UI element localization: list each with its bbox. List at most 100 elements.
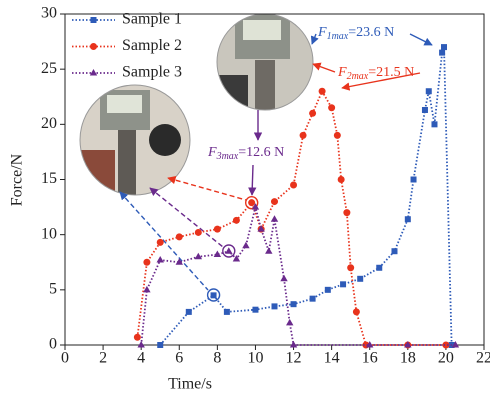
marker xyxy=(404,341,412,348)
marker xyxy=(270,215,279,222)
marker xyxy=(157,342,164,348)
marker xyxy=(290,181,298,189)
marker xyxy=(210,292,217,299)
series xyxy=(157,44,455,348)
series xyxy=(137,203,460,348)
marker xyxy=(251,203,260,210)
marker xyxy=(252,306,259,313)
photo-left xyxy=(80,85,190,195)
marker xyxy=(439,49,446,56)
marker xyxy=(137,341,145,348)
x-tick-label: 10 xyxy=(247,350,263,367)
marker xyxy=(366,341,374,348)
annotation-text: =12.6 N xyxy=(238,145,284,160)
marker xyxy=(194,252,203,260)
marker xyxy=(223,308,230,315)
annotation: F1max=23.6 N xyxy=(317,25,394,42)
marker xyxy=(257,225,265,232)
marker xyxy=(451,341,460,348)
legend-label: Sample 1 xyxy=(122,11,182,28)
marker xyxy=(232,254,241,262)
x-tick-label: 12 xyxy=(286,350,302,367)
legend-marker xyxy=(90,17,97,23)
x-tick-label: 22 xyxy=(476,350,490,367)
marker xyxy=(143,285,151,293)
marker xyxy=(175,233,183,241)
marker xyxy=(404,216,411,223)
marker xyxy=(376,264,383,271)
marker xyxy=(280,274,288,282)
x-tick-label: 2 xyxy=(99,350,107,367)
marker xyxy=(328,104,336,112)
marker xyxy=(213,250,222,258)
photo-border xyxy=(79,84,191,196)
marker xyxy=(318,87,326,95)
y-tick-label: 5 xyxy=(49,281,57,298)
marker xyxy=(357,275,364,282)
x-tick-label: 18 xyxy=(400,350,416,367)
marker xyxy=(425,88,432,95)
marker xyxy=(185,308,192,315)
annotation-text: =21.5 N xyxy=(368,65,414,80)
annotation-subscript: 2max xyxy=(347,71,369,82)
annotation: F2max=21.5 N xyxy=(337,65,414,82)
annotation-subscript: 1max xyxy=(327,31,349,42)
marker xyxy=(271,303,278,310)
x-tick-label: 0 xyxy=(61,350,69,367)
y-tick-label: 30 xyxy=(41,5,57,22)
x-tick-label: 16 xyxy=(362,350,378,367)
marker xyxy=(421,106,428,113)
annotation-subscript: 3max xyxy=(216,151,239,162)
series-line xyxy=(140,206,456,346)
x-tick-label: 4 xyxy=(137,350,145,367)
marker xyxy=(431,121,438,128)
marker xyxy=(156,238,164,246)
y-tick-label: 10 xyxy=(41,225,57,242)
marker xyxy=(337,176,345,183)
marker xyxy=(175,258,183,265)
marker xyxy=(194,228,202,236)
marker xyxy=(391,248,398,255)
photo-top xyxy=(217,14,313,110)
legend-label: Sample 3 xyxy=(122,64,182,81)
annotation-symbol: F xyxy=(317,25,327,40)
annotation-symbol: F xyxy=(337,65,347,80)
legend-marker xyxy=(90,43,97,50)
marker xyxy=(248,199,256,207)
marker xyxy=(133,333,141,341)
marker xyxy=(286,318,294,326)
legend-marker xyxy=(89,69,98,76)
marker xyxy=(299,131,307,139)
marker xyxy=(333,131,341,139)
marker xyxy=(340,281,347,288)
marker xyxy=(242,241,250,249)
callouts xyxy=(119,33,433,302)
y-tick-label: 0 xyxy=(49,336,57,353)
marker xyxy=(324,286,331,293)
marker xyxy=(143,258,151,266)
marker xyxy=(410,176,417,183)
marker xyxy=(156,256,164,263)
marker xyxy=(289,341,298,348)
annotation-symbol: F xyxy=(207,145,217,160)
marker xyxy=(352,308,360,316)
y-tick-label: 25 xyxy=(41,60,57,77)
marker xyxy=(347,264,355,272)
marker xyxy=(442,341,450,349)
marker xyxy=(441,44,448,51)
x-tick-label: 6 xyxy=(175,350,183,367)
y-axis-label: Force/N xyxy=(9,153,26,206)
marker xyxy=(265,247,273,254)
legend-label: Sample 2 xyxy=(122,37,182,54)
x-tick-label: 14 xyxy=(324,350,340,367)
marker xyxy=(213,225,221,233)
marker xyxy=(343,209,351,217)
y-tick-label: 15 xyxy=(41,170,57,187)
x-tick-label: 8 xyxy=(213,350,221,367)
marker xyxy=(290,301,297,308)
marker xyxy=(309,109,317,117)
y-tick-label: 20 xyxy=(41,115,57,132)
marker xyxy=(232,216,240,224)
marker xyxy=(225,247,233,254)
